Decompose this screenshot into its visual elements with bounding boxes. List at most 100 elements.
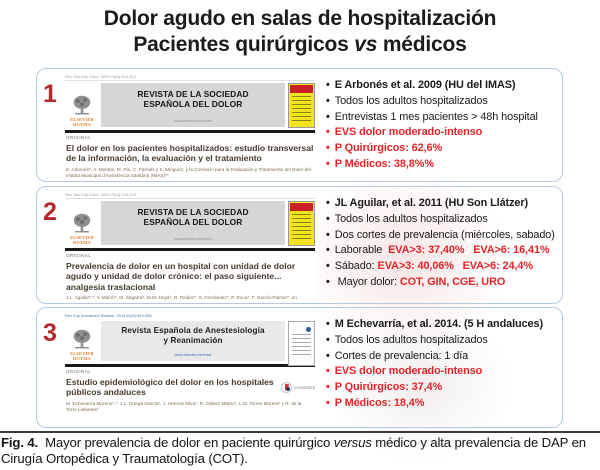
figure-caption-versus: versus bbox=[333, 435, 372, 450]
elsevier-logo-top: ELSEVIER bbox=[70, 116, 94, 122]
bullet-text: EVA>3: 37,40% EVA>6: 16,41% bbox=[388, 244, 550, 257]
bullet-marker: • bbox=[326, 126, 330, 139]
bullet-text: P Médicos: 38,8%% bbox=[334, 157, 434, 170]
slide-title-vs: vs bbox=[354, 32, 378, 56]
journal-masthead: ELSEVIER DOYMA Revista Española de Anest… bbox=[65, 320, 315, 366]
elsevier-logo-bottom: DOYMA bbox=[72, 121, 92, 127]
bullet-marker: • bbox=[326, 244, 330, 257]
bullet-text: Mayor dolor: bbox=[334, 275, 400, 288]
article-title-text: Estudio epidemiológico del dolor en los … bbox=[66, 376, 274, 398]
cover-text-lines bbox=[292, 334, 311, 358]
bullet-marker: • bbox=[326, 212, 330, 225]
bullet-line: • Todos los adultos hospitalizados bbox=[326, 212, 560, 228]
bullet-line: • EVS dolor moderado-intenso bbox=[326, 125, 560, 141]
bullet-line: • Todos los adultos hospitalizados bbox=[326, 333, 560, 349]
sections: 1 Rev Soc Esp Dolor. 2009;76(6):314-322 bbox=[36, 68, 563, 428]
bullet-line: • P Médicos: 38,8%% bbox=[326, 157, 560, 173]
bullet-line: • Dos cortes de prevalencia (miércoles, s… bbox=[326, 228, 560, 244]
masthead-line2: ESPAÑOLA DEL DOLOR bbox=[143, 99, 243, 110]
masthead-url: www.elsevier.es/resed bbox=[174, 119, 212, 123]
bullet-marker: • bbox=[326, 94, 330, 107]
bullet-text: P Médicos: 18,4% bbox=[334, 396, 425, 409]
journal-article-thumbnail: Rev Esp Anestesiol Reanim. 2014;61(9):54… bbox=[63, 308, 317, 414]
figure-caption: Fig. 4. Mayor prevalencia de dolor en pa… bbox=[0, 431, 600, 467]
cover-blue-dot bbox=[306, 327, 311, 332]
bullet-text: Laborable bbox=[334, 244, 389, 257]
elsevier-logo-top: ELSEVIER bbox=[70, 234, 94, 240]
bullet-text: P Quirúrgicos: 37,4% bbox=[334, 381, 443, 394]
section-number: 3 bbox=[43, 319, 57, 347]
bullet-marker: • bbox=[326, 228, 330, 241]
slide-title: Dolor agudo en salas de hospitalización … bbox=[0, 6, 600, 57]
elsevier-logo-top: ELSEVIER bbox=[70, 350, 94, 356]
elsevier-doyma-logo: ELSEVIER DOYMA bbox=[65, 200, 99, 246]
bullet-text: Cortes de prevalencia: 1 día bbox=[334, 349, 469, 362]
slide-title-line2-tail: médicos bbox=[377, 32, 467, 56]
journal-cover-thumbnail bbox=[288, 321, 315, 366]
bullet-marker: • bbox=[326, 110, 330, 123]
article-authors: M. Echevarría Moreno*,*, J.L. Ortega Gar… bbox=[66, 400, 302, 413]
journal-article-thumbnail: Rev Soc Esp Dolor. 2009;76(4):209-214 bbox=[63, 187, 317, 303]
original-label: ORIGINAL bbox=[66, 134, 92, 140]
bullet-line: • M Echevarría, et al. 2014. (5 H andaluc… bbox=[326, 317, 560, 333]
bullet-text: EVS dolor moderado-intenso bbox=[334, 365, 483, 378]
figure-caption-label: Fig. 4. bbox=[1, 435, 39, 450]
masthead-rule bbox=[65, 364, 315, 367]
bullet-text: JL Aguilar, et al. 2011 (HU Son Llátzer) bbox=[334, 197, 529, 209]
bullet-marker: • bbox=[326, 318, 330, 330]
bullet-text: Todos los adultos hospitalizados bbox=[334, 333, 488, 346]
bullet-line: • Mayor dolor: COT, GIN, CGE, URO bbox=[326, 275, 560, 291]
figure-caption-tail: médico y alta prevalencia de DAP en Ciru… bbox=[1, 435, 586, 466]
bullet-line: • Sábado: EVA>3: 40,06% EVA>6: 24,4% bbox=[326, 259, 560, 275]
journal-citation: Rev Soc Esp Dolor. 2009;76(6):314-322 bbox=[65, 74, 315, 81]
masthead-line2: ESPAÑOLA DEL DOLOR bbox=[143, 217, 243, 228]
bullet-text: Dos cortes de prevalencia (miércoles, sa… bbox=[334, 228, 555, 241]
slide-title-line2-text: Pacientes quirúrgicos bbox=[133, 32, 355, 56]
bullet-list: • M Echevarría, et al. 2014. (5 H andaluc… bbox=[317, 308, 562, 412]
bullet-marker: • bbox=[326, 381, 330, 394]
elsevier-doyma-logo: ELSEVIER DOYMA bbox=[65, 82, 99, 128]
crossmark-label: CrossMark bbox=[293, 384, 315, 390]
bullet-marker: • bbox=[326, 275, 330, 288]
bullet-marker: • bbox=[326, 79, 330, 91]
bullet-text: M Echevarría, et al. 2014. (5 H andaluce… bbox=[334, 318, 543, 330]
elsevier-doyma-logo: ELSEVIER DOYMA bbox=[65, 320, 99, 362]
elsevier-tree-icon bbox=[71, 95, 93, 117]
bullet-line: • P Quirúrgicos: 37,4% bbox=[326, 380, 560, 396]
elsevier-logo-bottom: DOYMA bbox=[72, 355, 92, 361]
masthead-rule bbox=[65, 130, 315, 133]
bullet-line: • Cortes de prevalencia: 1 día bbox=[326, 349, 560, 365]
bullet-marker: • bbox=[326, 142, 330, 155]
masthead-rule bbox=[65, 248, 315, 251]
bullet-line: • JL Aguilar, et al. 2011 (HU Son Llátzer… bbox=[326, 196, 560, 212]
journal-cover-thumbnail bbox=[288, 83, 315, 128]
masthead-line1: REVISTA DE LA SOCIEDAD bbox=[137, 89, 249, 99]
study-section-box: 2 Rev Soc Esp Dolor. 2009;76(4):209-214 bbox=[36, 186, 563, 304]
figure-caption-text: Mayor prevalencia de dolor en paciente q… bbox=[38, 435, 334, 450]
journal-masthead: ELSEVIER DOYMA REVISTA DE LA SOCIEDAD ES… bbox=[65, 200, 315, 246]
bullet-text: P Quirúrgicos: 62,6% bbox=[334, 142, 443, 155]
original-label: ORIGINAL bbox=[66, 368, 92, 374]
bullet-text: Todos los adultos hospitalizados bbox=[334, 212, 488, 225]
bullet-marker: • bbox=[326, 197, 330, 209]
journal-citation: Rev Soc Esp Dolor. 2009;76(4):209-214 bbox=[65, 192, 315, 199]
elsevier-tree-icon bbox=[71, 213, 93, 235]
bullet-marker: • bbox=[326, 157, 330, 170]
crossmark-icon bbox=[280, 381, 292, 393]
journal-cover-thumbnail bbox=[288, 201, 315, 246]
bullet-text: Entrevistas 1 mes pacientes > 48h hospit… bbox=[334, 110, 538, 123]
original-label: ORIGINAL bbox=[66, 252, 92, 258]
section-number: 2 bbox=[43, 198, 57, 226]
masthead-url: www.elsevier.es/resed bbox=[174, 237, 212, 241]
masthead-line1: REVISTA DE LA SOCIEDAD bbox=[137, 207, 249, 217]
masthead-title-box: Revista Española de Anestesiología y Rea… bbox=[101, 321, 285, 361]
elsevier-logo-bottom: DOYMA bbox=[72, 239, 92, 245]
masthead-url: www.elsevier.es/redar bbox=[174, 353, 212, 357]
study-section-box: 3 Rev Esp Anestesiol Reanim. 2014;61(9):… bbox=[36, 307, 563, 428]
bullet-line: • EVS dolor moderado-intenso bbox=[326, 364, 560, 380]
crossmark-badge: CrossMark bbox=[280, 381, 315, 393]
bullet-marker: • bbox=[326, 349, 330, 362]
article-title-text: Prevalencia de dolor en un hospital con … bbox=[66, 260, 296, 292]
bullet-text: EVA>3: 40,06% EVA>6: 24,4% bbox=[377, 260, 534, 273]
journal-citation: Rev Esp Anestesiol Reanim. 2014;61(9):54… bbox=[65, 313, 152, 318]
